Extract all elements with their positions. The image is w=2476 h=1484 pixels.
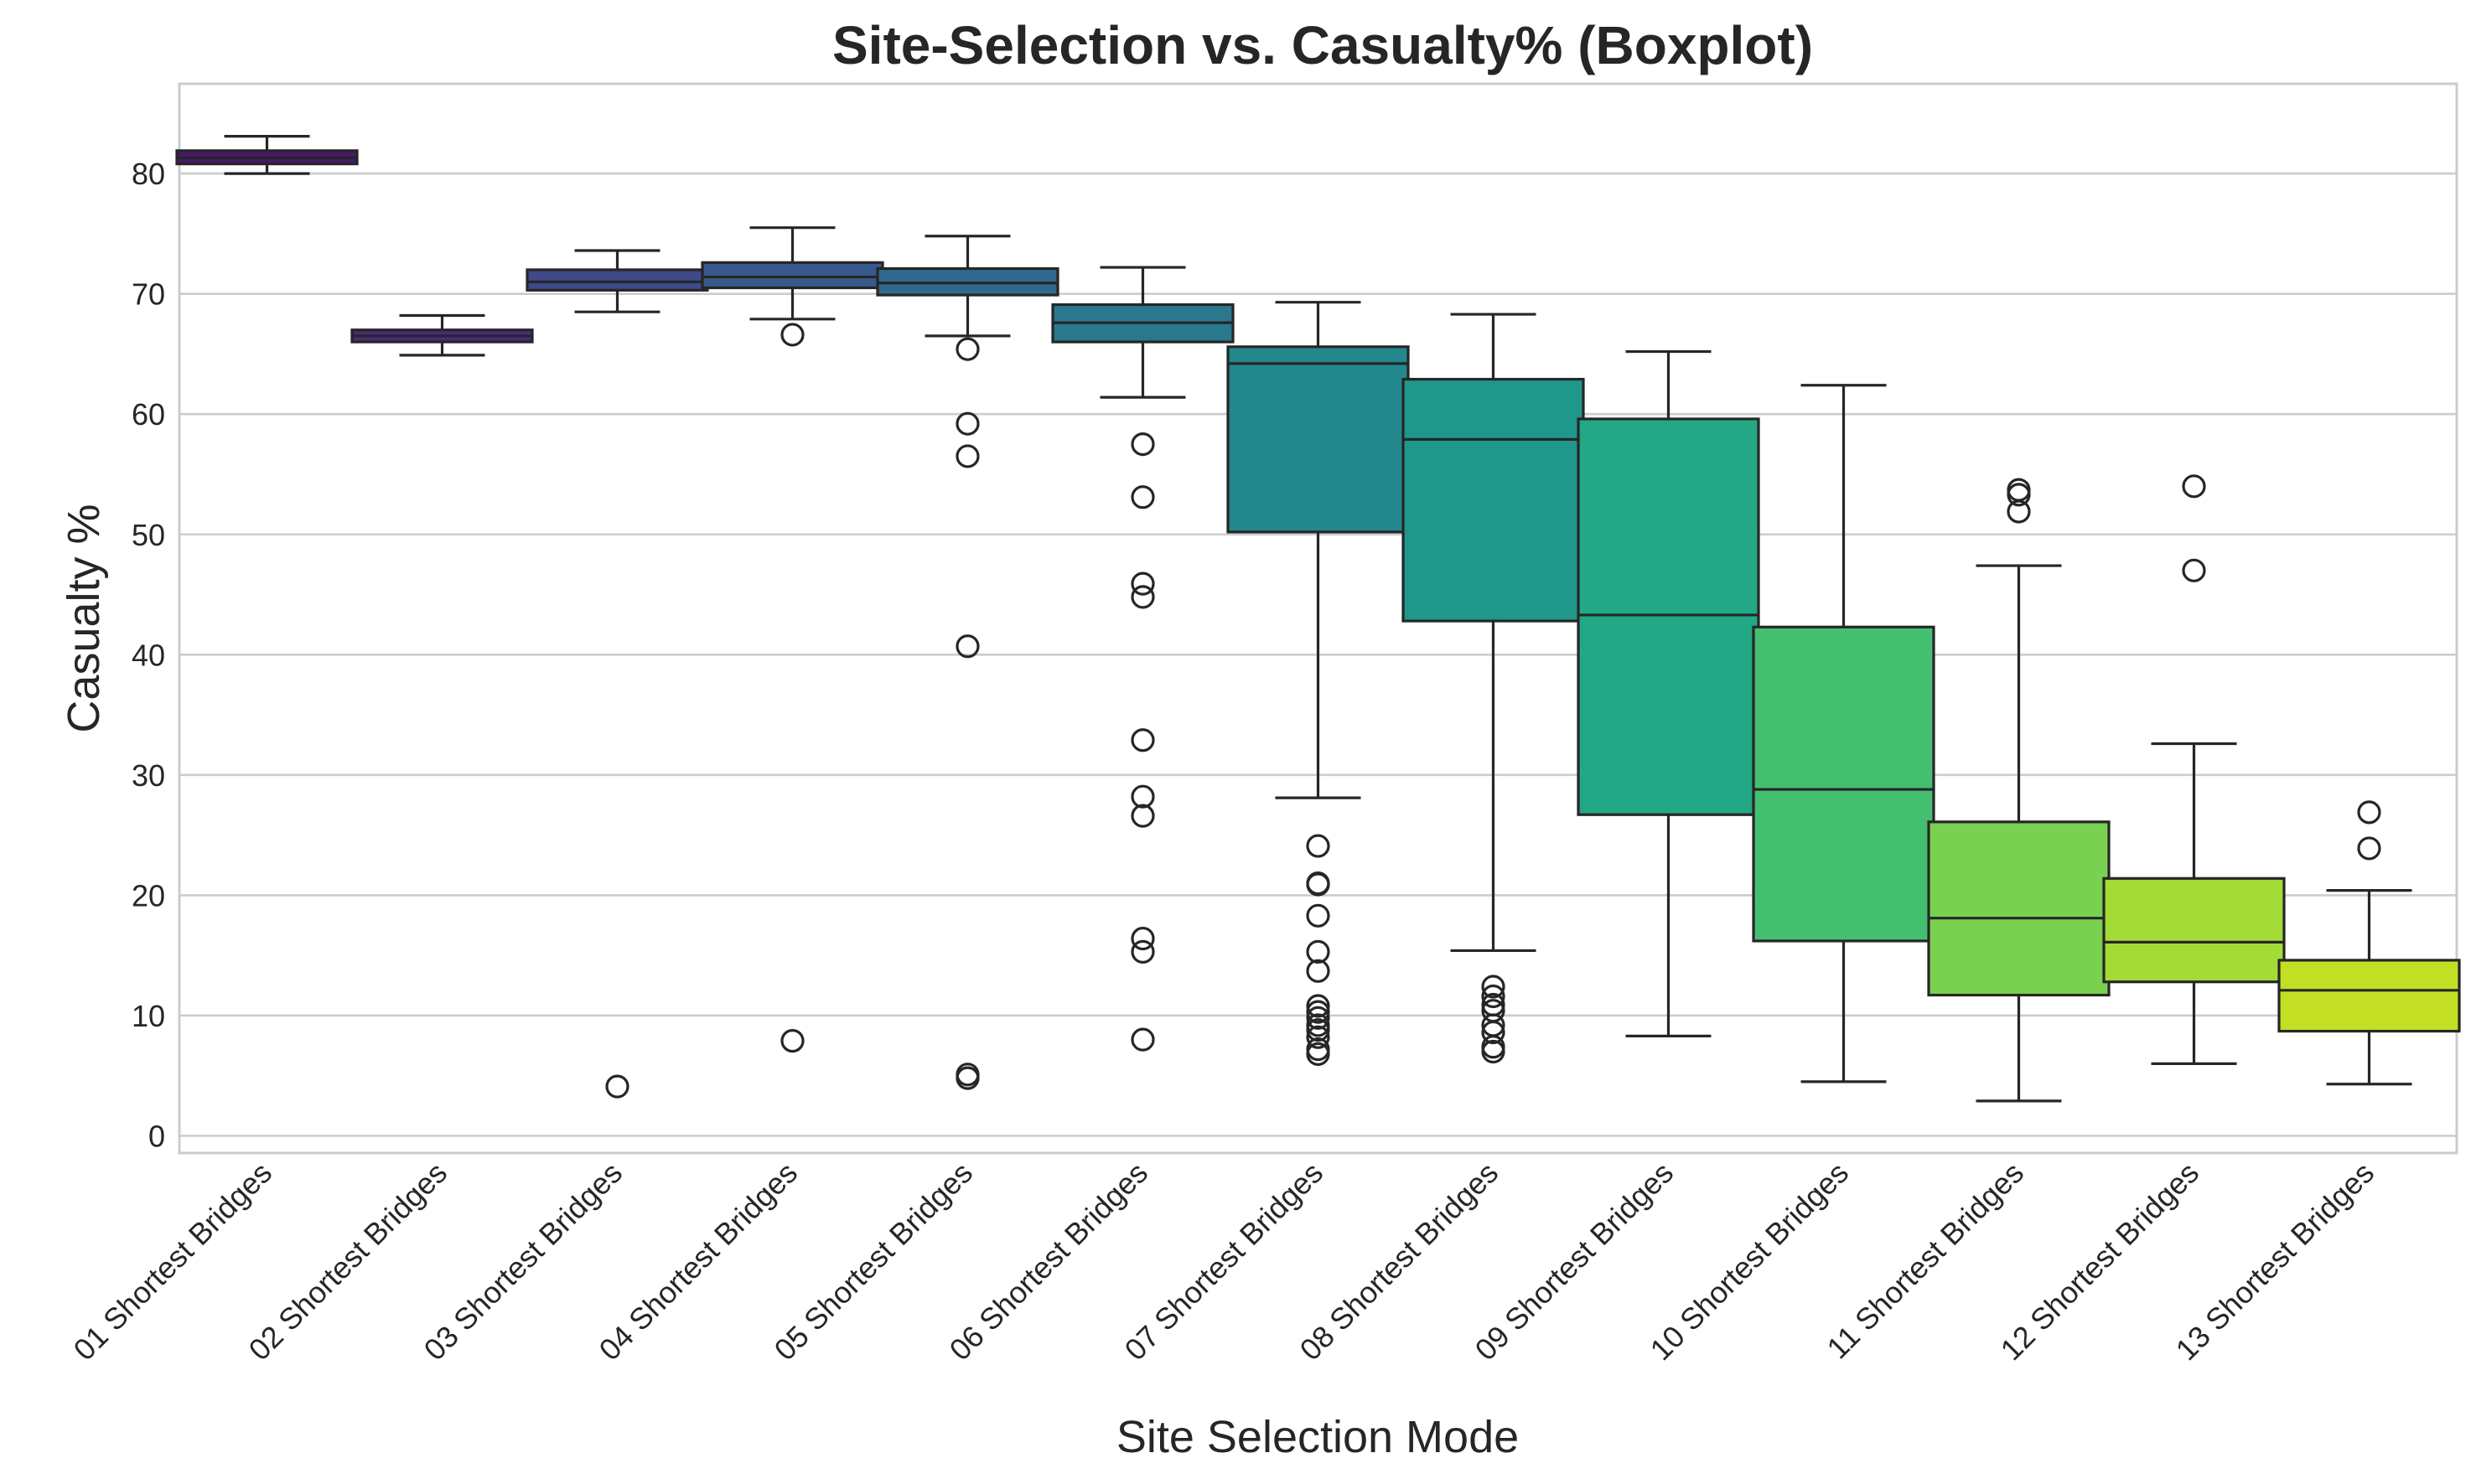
x-tick-label: 10 Shortest Bridges (1644, 1156, 1856, 1368)
outlier-point (780, 1028, 805, 1053)
y-tick-label: 80 (132, 157, 165, 191)
outlier-point (1306, 903, 1330, 928)
box-group (701, 226, 884, 1053)
x-tick-label: 07 Shortest Bridges (1118, 1156, 1330, 1368)
outlier-point (1306, 872, 1330, 897)
outlier-point (1131, 571, 1155, 596)
box-group (1752, 384, 1935, 1083)
outlier-point (2182, 474, 2206, 499)
outlier-point (2357, 836, 2381, 861)
y-tick-label: 0 (148, 1119, 165, 1154)
x-tick-label: 02 Shortest Bridges (242, 1156, 454, 1368)
box-group (175, 134, 359, 175)
x-tick-label: 12 Shortest Bridges (1994, 1156, 2206, 1368)
box-group (1401, 313, 1585, 1064)
outlier-point (1131, 926, 1155, 951)
outlier-point (956, 411, 980, 436)
outlier-point (1131, 432, 1155, 457)
chart-title: Site-Selection vs. Casualty% (Boxplot) (832, 15, 1813, 75)
y-axis-title: Casualty % (59, 504, 109, 732)
y-tick-label: 70 (132, 277, 165, 312)
outlier-point (1131, 939, 1155, 964)
outlier-point (1306, 939, 1330, 964)
outlier-point (1131, 804, 1155, 828)
iqr-box (701, 261, 884, 290)
y-tick-label: 10 (132, 999, 165, 1033)
outlier-point (1481, 975, 1505, 999)
iqr-box (2102, 876, 2286, 984)
x-tick-label: 04 Shortest Bridges (593, 1156, 805, 1368)
y-tick-label: 50 (132, 518, 165, 552)
x-tick-label: 11 Shortest Bridges (1820, 1156, 2030, 1366)
outlier-point (956, 634, 980, 659)
outlier-point (1481, 984, 1505, 1009)
outlier-point (956, 1066, 980, 1090)
x-tick-label: 03 Shortest Bridges (417, 1156, 629, 1368)
outlier-point (1306, 1025, 1330, 1049)
box-group (1577, 349, 1760, 1037)
outlier-point (1306, 834, 1330, 858)
outlier-point (2182, 558, 2206, 582)
outlier-point (2357, 800, 2381, 825)
y-tick-label: 60 (132, 397, 165, 432)
x-tick-label: 08 Shortest Bridges (1293, 1156, 1505, 1368)
box-group (2277, 800, 2461, 1086)
x-tick-label: 09 Shortest Bridges (1469, 1156, 1681, 1368)
x-tick-label: 05 Shortest Bridges (768, 1156, 980, 1368)
outlier-point (1306, 994, 1330, 1018)
x-tick-label: 06 Shortest Bridges (943, 1156, 1155, 1368)
box-group (876, 235, 1059, 1090)
outlier-point (2007, 478, 2031, 502)
outlier-point (605, 1074, 629, 1099)
box-group (1226, 301, 1410, 1066)
x-tick-label: 13 Shortest Bridges (2169, 1156, 2381, 1368)
outlier-point (1481, 1039, 1505, 1064)
outlier-point (1306, 1037, 1330, 1062)
y-tick-label: 40 (132, 638, 165, 672)
box-group (350, 313, 534, 357)
y-tick-label: 30 (132, 758, 165, 793)
iqr-box (1226, 345, 1410, 534)
box-group (1051, 266, 1235, 1052)
outlier-point (2007, 483, 2031, 507)
iqr-box (1927, 820, 2111, 997)
outlier-point (1131, 1027, 1155, 1052)
iqr-box (526, 268, 709, 292)
outlier-point (956, 444, 980, 468)
y-tick-labels: 0 10 20 30 40 50 60 70 80 (132, 157, 165, 1153)
outlier-point (1131, 485, 1155, 509)
outlier-point (1306, 959, 1330, 983)
plot-frame (178, 82, 2458, 1155)
outlier-point (1306, 1006, 1330, 1030)
box-group (2102, 474, 2286, 1065)
iqr-box (1752, 625, 1935, 943)
outlier-point (1131, 585, 1155, 609)
outlier-point (780, 323, 805, 347)
box-group (1927, 478, 2111, 1103)
outlier-point (1306, 1000, 1330, 1024)
outlier-point (2007, 499, 2031, 524)
outlier-point (1131, 728, 1155, 752)
y-tick-label: 20 (132, 878, 165, 913)
iqr-box (1401, 377, 1585, 623)
outlier-point (1131, 784, 1155, 809)
box-group (526, 249, 709, 1099)
iqr-box (2277, 959, 2461, 1033)
iqr-box (1577, 417, 1760, 816)
outlier-point (1481, 1035, 1505, 1059)
outlier-point (1306, 1042, 1330, 1066)
outlier-point (1306, 1018, 1330, 1042)
x-axis-title: Site Selection Mode (1116, 1412, 1519, 1462)
box-series (175, 134, 2461, 1103)
outlier-point (956, 337, 980, 361)
outlier-point (1481, 1020, 1505, 1045)
x-tick-label: 01 Shortest Bridges (67, 1156, 279, 1368)
